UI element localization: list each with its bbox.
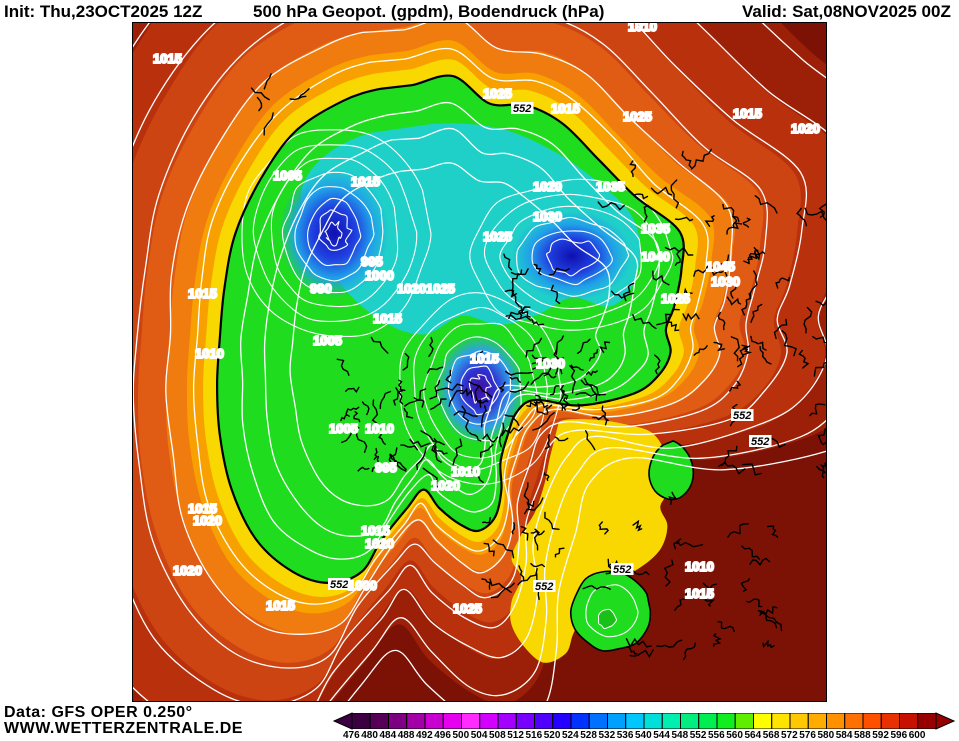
- svg-text:1035: 1035: [596, 179, 625, 194]
- svg-text:552: 552: [613, 564, 631, 576]
- svg-text:1005: 1005: [273, 168, 302, 183]
- svg-text:1040: 1040: [641, 249, 670, 264]
- svg-text:1025: 1025: [453, 601, 482, 616]
- svg-text:1025: 1025: [426, 281, 455, 296]
- svg-text:1020: 1020: [533, 179, 562, 194]
- svg-text:552: 552: [513, 103, 531, 115]
- svg-text:1005: 1005: [329, 421, 358, 436]
- svg-text:1015: 1015: [685, 586, 714, 601]
- svg-text:1025: 1025: [623, 109, 652, 124]
- svg-text:1000: 1000: [365, 268, 394, 283]
- svg-text:990: 990: [310, 281, 332, 296]
- svg-text:1030: 1030: [533, 209, 562, 224]
- svg-text:1025: 1025: [483, 229, 512, 244]
- svg-text:1010: 1010: [451, 464, 480, 479]
- svg-text:1015: 1015: [153, 51, 182, 66]
- svg-text:995: 995: [361, 254, 383, 269]
- svg-text:552: 552: [733, 410, 751, 422]
- svg-text:552: 552: [535, 581, 553, 593]
- svg-text:552: 552: [751, 436, 769, 448]
- svg-text:552: 552: [330, 579, 348, 591]
- svg-text:1020: 1020: [365, 536, 394, 551]
- svg-text:1015: 1015: [551, 101, 580, 116]
- svg-text:1015: 1015: [266, 598, 295, 613]
- svg-text:1020: 1020: [791, 121, 820, 136]
- svg-text:1025: 1025: [483, 86, 512, 101]
- svg-text:1030: 1030: [536, 356, 565, 371]
- svg-text:1000: 1000: [348, 578, 377, 593]
- svg-text:1025: 1025: [661, 291, 690, 306]
- svg-text:1015: 1015: [373, 311, 402, 326]
- svg-text:1020: 1020: [397, 281, 426, 296]
- svg-text:1015: 1015: [188, 286, 217, 301]
- svg-text:995: 995: [375, 460, 397, 475]
- svg-text:1010: 1010: [195, 346, 224, 361]
- svg-text:1045: 1045: [706, 259, 735, 274]
- svg-text:1020: 1020: [193, 513, 222, 528]
- svg-text:1030: 1030: [711, 274, 740, 289]
- svg-text:1010: 1010: [628, 23, 657, 34]
- svg-text:1020: 1020: [173, 563, 202, 578]
- svg-text:1010: 1010: [365, 421, 394, 436]
- svg-text:1035: 1035: [641, 221, 670, 236]
- svg-text:1020: 1020: [431, 478, 460, 493]
- svg-text:1015: 1015: [470, 351, 499, 366]
- svg-text:1015: 1015: [733, 106, 762, 121]
- svg-text:1005: 1005: [313, 333, 342, 348]
- svg-text:1010: 1010: [685, 559, 714, 574]
- svg-text:1015: 1015: [351, 174, 380, 189]
